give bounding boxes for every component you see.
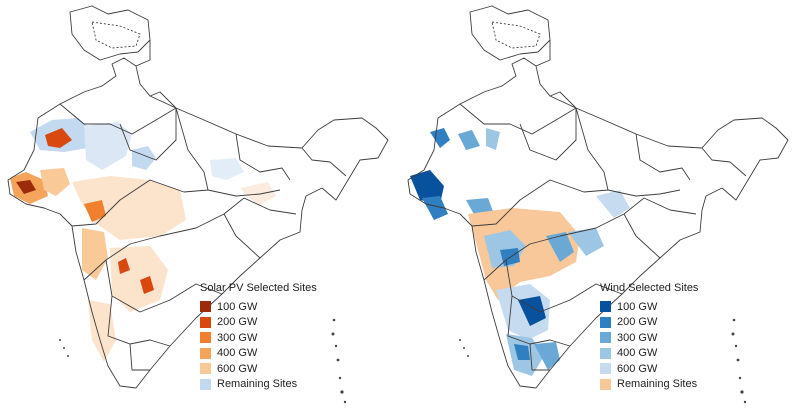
legend-swatch bbox=[600, 378, 611, 390]
legend-label: 300 GW bbox=[617, 331, 658, 344]
solar-legend-item: 200 GW bbox=[200, 315, 317, 331]
legend-label: 400 GW bbox=[617, 347, 658, 360]
legend-swatch bbox=[200, 347, 211, 359]
solar-legend-item: 400 GW bbox=[200, 346, 317, 362]
solar-legend: Solar PV Selected Sites 100 GW 200 GW 30… bbox=[200, 281, 317, 392]
legend-label: 400 GW bbox=[217, 347, 258, 360]
legend-swatch bbox=[200, 363, 211, 375]
solar-india-map bbox=[7, 5, 389, 404]
legend-label: 300 GW bbox=[217, 331, 258, 344]
wind-state-boundaries bbox=[407, 5, 789, 389]
solar-legend-item: 100 GW bbox=[200, 299, 317, 315]
legend-label: 200 GW bbox=[617, 316, 658, 329]
wind-legend: Wind Selected Sites 100 GW 200 GW 300 GW… bbox=[600, 281, 698, 392]
wind-legend-item: 300 GW bbox=[600, 330, 698, 346]
legend-swatch bbox=[600, 347, 611, 359]
legend-swatch bbox=[200, 332, 211, 344]
legend-label: 600 GW bbox=[217, 362, 258, 375]
wind-legend-item: Remaining Sites bbox=[600, 377, 698, 393]
legend-swatch bbox=[600, 301, 611, 313]
solar-islands bbox=[59, 318, 347, 404]
wind-legend-item: 100 GW bbox=[600, 299, 698, 315]
wind-site-patches bbox=[410, 128, 630, 376]
wind-legend-item: 200 GW bbox=[600, 315, 698, 331]
legend-swatch bbox=[600, 363, 611, 375]
legend-label: Remaining Sites bbox=[617, 378, 698, 391]
legend-label: Remaining Sites bbox=[217, 378, 298, 391]
wind-legend-item: 400 GW bbox=[600, 346, 698, 362]
legend-swatch bbox=[600, 332, 611, 344]
wind-islands bbox=[459, 318, 747, 404]
solar-legend-item: 300 GW bbox=[200, 330, 317, 346]
wind-india-map bbox=[407, 5, 789, 404]
legend-label: 100 GW bbox=[217, 300, 258, 313]
legend-label: 100 GW bbox=[617, 300, 658, 313]
solar-legend-title: Solar PV Selected Sites bbox=[200, 282, 317, 294]
solar-map-panel: Solar PV Selected Sites 100 GW 200 GW 30… bbox=[7, 5, 389, 404]
solar-site-patches bbox=[10, 118, 276, 362]
legend-swatch bbox=[200, 301, 211, 313]
legend-swatch bbox=[200, 316, 211, 328]
wind-legend-item: 600 GW bbox=[600, 361, 698, 377]
wind-legend-title: Wind Selected Sites bbox=[600, 282, 699, 294]
wind-map-panel: Wind Selected Sites 100 GW 200 GW 300 GW… bbox=[400, 0, 800, 415]
legend-swatch bbox=[600, 316, 611, 328]
legend-swatch bbox=[200, 378, 211, 390]
solar-state-boundaries bbox=[7, 5, 389, 389]
legend-label: 200 GW bbox=[217, 316, 258, 329]
solar-legend-item: 600 GW bbox=[200, 361, 317, 377]
legend-label: 600 GW bbox=[617, 362, 658, 375]
solar-legend-item: Remaining Sites bbox=[200, 377, 317, 393]
